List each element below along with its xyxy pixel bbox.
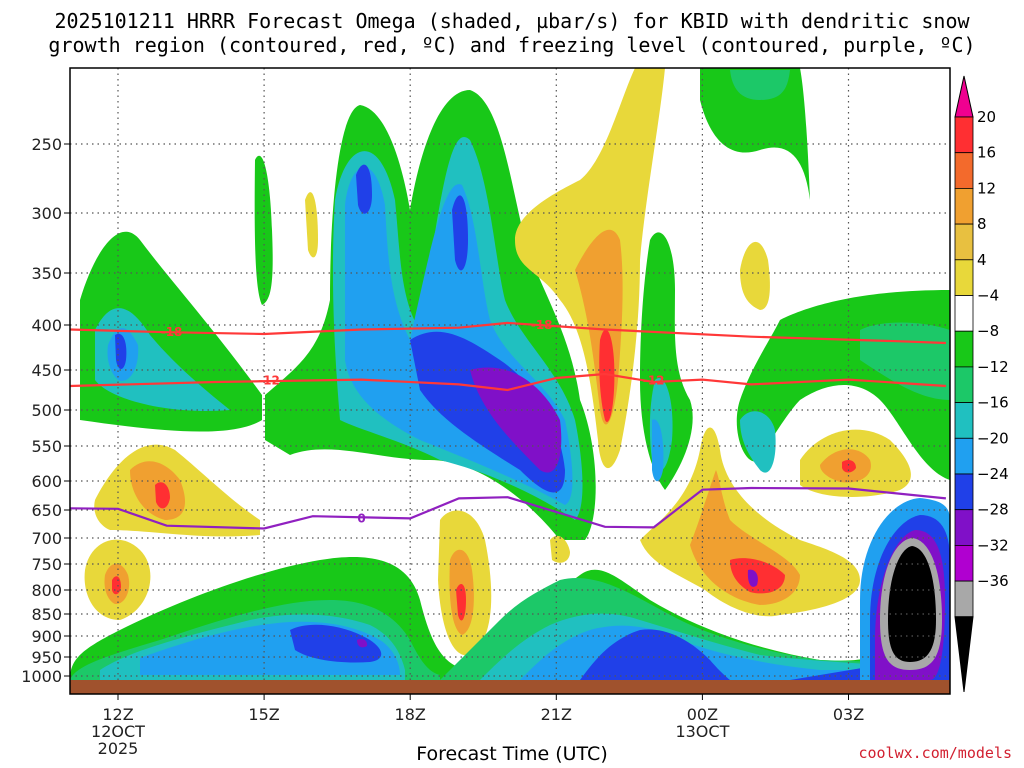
- omega-region-red: [155, 482, 170, 509]
- colorbar-swatch: [954, 580, 974, 618]
- omega-region-green: [700, 68, 810, 200]
- colorbar-label: −36: [977, 572, 1009, 590]
- y-tick-label: 250: [31, 135, 62, 154]
- temperature-contours: -18 -18 -12 -12 0: [70, 318, 947, 530]
- x-tick-date: 12OCT: [91, 722, 145, 741]
- colorbar-swatch: [954, 545, 974, 582]
- colorbar-label: 8: [977, 215, 987, 233]
- contour-label: -12: [258, 373, 280, 387]
- y-tick-label: 600: [31, 472, 62, 491]
- omega-region-black-placeholder: [888, 546, 936, 662]
- omega-region-red: [842, 460, 856, 473]
- colorbar-label: −12: [977, 358, 1009, 376]
- colorbar-label: −4: [977, 287, 999, 305]
- chart-title-line1: 2025101211 HRRR Forecast Omega (shaded, …: [54, 9, 970, 33]
- omega-region-yellow: [640, 427, 860, 617]
- y-tick-label: 450: [31, 361, 62, 380]
- colorbar: 20 16 12 8 4 −4 −8 −12 −16 −20 −24 −28 −32 −36: [954, 75, 1009, 693]
- y-tick-label: 900: [31, 627, 62, 646]
- contour-1: [70, 372, 946, 392]
- contour-label: -18: [161, 325, 183, 339]
- omega-region-cyan: [740, 411, 776, 473]
- x-tick-label: 03Z: [833, 705, 864, 724]
- colorbar-label: −32: [977, 536, 1009, 554]
- x-tick-label: 18Z: [395, 705, 426, 724]
- colorbar-label: −8: [977, 322, 999, 340]
- credit-text: coolwx.com/models: [858, 744, 1012, 762]
- omega-region-red: [456, 584, 466, 621]
- omega-region-lightblue: [652, 419, 664, 482]
- colorbar-label: −24: [977, 465, 1009, 483]
- x-tick-label: 15Z: [248, 705, 279, 724]
- y-tick-label: 1000: [21, 667, 62, 686]
- colorbar-swatch: [954, 402, 974, 439]
- colorbar-label: 4: [977, 251, 987, 269]
- y-tick-label: 950: [31, 648, 62, 667]
- omega-region-blue: [356, 164, 372, 214]
- y-tick-label: 750: [31, 555, 62, 574]
- x-axis-label: Forecast Time (UTC): [416, 743, 608, 765]
- colorbar-label: −16: [977, 394, 1009, 412]
- colorbar-swatch: [954, 152, 974, 189]
- y-tick-label: 800: [31, 581, 62, 600]
- y-tick-label: 500: [31, 401, 62, 420]
- y-axis: 250 300 350 400 450 500 550 600 650 700 750 800 850 9…: [21, 135, 70, 686]
- grid-lines: [70, 68, 950, 680]
- plot-area: -18 -18 -12 -12 0: [70, 68, 950, 680]
- colorbar-bottom-arrow: [954, 616, 974, 693]
- colorbar-label: 12: [977, 179, 996, 197]
- colorbar-swatch: [954, 509, 974, 546]
- x-tick-label: 21Z: [541, 705, 572, 724]
- colorbar-swatch: [954, 187, 974, 225]
- colorbar-label: −28: [977, 501, 1009, 519]
- x-tick-year: 2025: [98, 739, 139, 758]
- omega-region-red: [599, 329, 615, 422]
- colorbar-swatch: [954, 473, 974, 511]
- colorbar-top-arrow: [954, 75, 974, 118]
- colorbar-label: −20: [977, 429, 1009, 447]
- contour-label: -18: [531, 318, 553, 332]
- omega-region-teal: [730, 70, 790, 100]
- omega-region-purple: [747, 569, 758, 587]
- colorbar-swatch: [954, 116, 974, 154]
- contour-0: [70, 321, 946, 345]
- colorbar-swatch: [954, 223, 974, 261]
- ground-strip: [70, 680, 950, 694]
- x-tick-label: 00Z: [687, 705, 718, 724]
- omega-region-yellow: [550, 535, 570, 563]
- contour-label: -12: [643, 373, 665, 387]
- omega-region-red: [730, 558, 785, 594]
- omega-region-blue: [580, 629, 730, 680]
- y-tick-label: 550: [31, 437, 62, 456]
- colorbar-label: 16: [977, 144, 996, 162]
- colorbar-swatch: [954, 259, 974, 296]
- omega-region-yellow: [305, 192, 318, 258]
- omega-region-blue: [452, 195, 468, 271]
- colorbar-swatch: [954, 366, 974, 403]
- y-tick-label: 350: [31, 264, 62, 283]
- contour-label: 0: [357, 511, 365, 525]
- colorbar-swatch: [954, 295, 974, 332]
- colorbar-label: 20: [977, 108, 996, 126]
- colorbar-swatch: [954, 330, 974, 368]
- x-tick-date: 13OCT: [675, 722, 729, 741]
- y-tick-label: 700: [31, 529, 62, 548]
- contour-2: [70, 486, 947, 530]
- y-tick-label: 650: [31, 501, 62, 520]
- omega-region-blue: [290, 624, 382, 663]
- y-tick-label: 850: [31, 605, 62, 624]
- y-tick-label: 400: [31, 316, 62, 335]
- omega-region-yellow: [740, 241, 770, 310]
- omega-region-green: [254, 155, 273, 305]
- colorbar-swatch: [954, 437, 974, 475]
- chart-title-line2: growth region (contoured, red, ºC) and f…: [48, 33, 976, 57]
- plot-frame: [69, 67, 951, 695]
- omega-region-purple: [357, 638, 368, 648]
- x-tick-label: 12Z: [102, 705, 133, 724]
- y-tick-label: 300: [31, 204, 62, 223]
